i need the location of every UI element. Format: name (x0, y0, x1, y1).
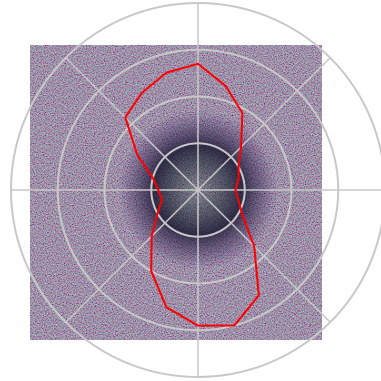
page: {"chart_data": {"type": "polar", "theta"… (0, 0, 381, 381)
chart (0, 0, 381, 381)
